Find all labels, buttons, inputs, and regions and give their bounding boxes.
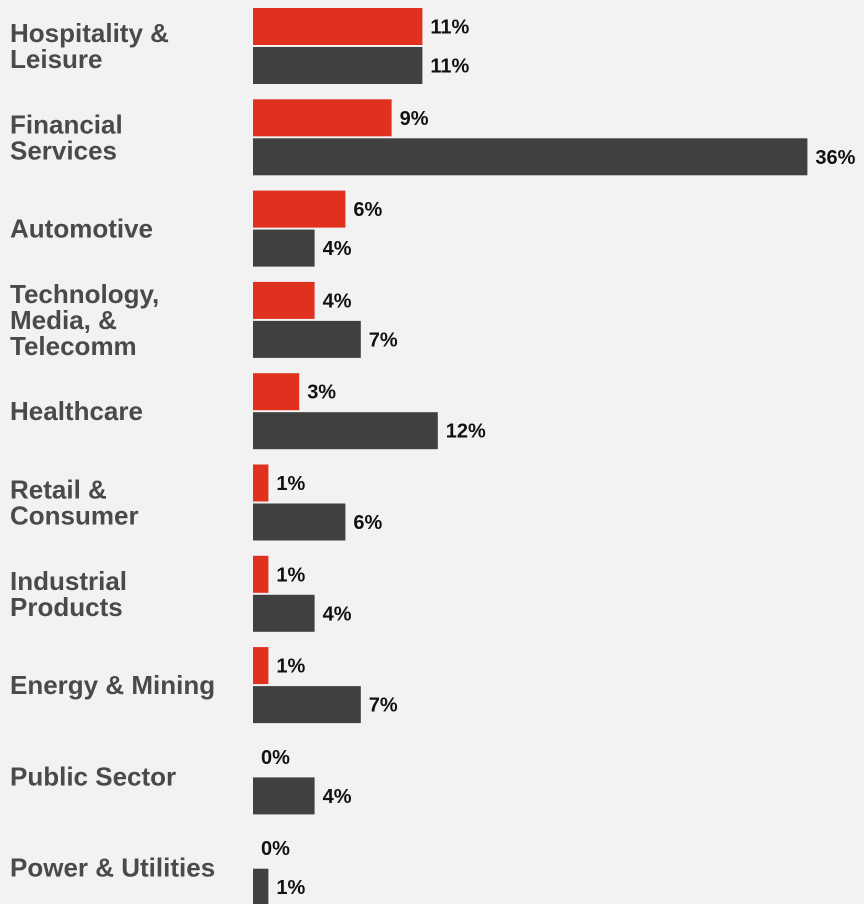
category-label-line: Power & Utilities [10,853,215,883]
category-label-line: Hospitality & [10,18,169,48]
category-group: Hospitality & Leisure 11% 11% [10,8,470,84]
data-label: 1% [276,656,305,678]
data-label: 11% [430,17,469,39]
bar [253,229,315,267]
category-label-line: Leisure [10,44,103,74]
bar [253,281,315,319]
data-label: 12% [446,421,486,443]
category-label: Public Sector [10,761,176,791]
category-label-line: Media, & [10,305,117,335]
bar [253,555,269,593]
data-label: 0% [261,838,290,860]
bar [253,8,423,45]
data-label: 7% [369,329,398,351]
category-label-line: Telecomm [10,331,137,361]
data-label: 3% [307,382,336,404]
bar [253,47,423,84]
data-label: 4% [323,290,352,312]
category-group: Power & Utilities 0% 1% [10,838,306,904]
category-group: Financial Services 9% 36% [10,99,856,176]
data-label: 6% [353,512,382,534]
category-label-line: Technology, [10,279,159,309]
data-label: 0% [261,747,290,769]
data-label: 36% [815,147,855,169]
bar [253,503,346,541]
category-label-line: Products [10,592,123,622]
data-label: 1% [276,564,305,586]
data-label: 4% [323,238,352,260]
data-label: 1% [276,473,305,495]
data-label: 4% [323,786,352,808]
category-label: Energy & Mining [10,670,215,700]
category-group: Public Sector 0% 4% [10,747,352,815]
category-group: Energy & Mining 1% 7% [10,647,398,724]
data-label: 11% [430,56,469,78]
data-label: 1% [276,877,305,899]
bar [253,594,315,632]
category-label-line: Retail & [10,475,107,505]
category-label: Industrial Products [10,566,127,622]
category-label: Automotive [10,214,153,244]
data-label: 4% [323,603,352,625]
bar [253,868,269,904]
category-label: Power & Utilities [10,853,215,883]
bar [253,138,808,176]
category-label-line: Public Sector [10,761,176,791]
bar [253,647,269,685]
bar [253,777,315,815]
category-label: Healthcare [10,396,143,426]
bar [253,190,346,228]
category-label-line: Healthcare [10,396,143,426]
bar [253,320,361,358]
category-label-line: Industrial [10,566,127,596]
category-label-line: Consumer [10,501,139,531]
category-label: Retail & Consumer [10,475,139,531]
category-group: Automotive 6%4% [10,190,383,267]
category-label-line: Financial [10,109,123,139]
category-label: Financial Services [10,109,123,165]
category-group: Retail & Consumer 1% 6% [10,464,383,541]
data-label: 6% [353,199,382,221]
category-group: Healthcare 3% 12% [10,373,486,450]
bar [253,464,269,502]
data-label: 9% [400,108,429,130]
bar [253,99,392,137]
bar [253,412,438,450]
category-label-line: Energy & Mining [10,670,215,700]
category-group: Technology, Media, & Telecomm 4% 7% [10,279,398,361]
bar [253,686,361,724]
category-label: Technology, Media, & Telecomm [10,279,159,361]
category-label-line: Automotive [10,214,153,244]
category-label-line: Services [10,135,117,165]
bar [253,373,300,411]
data-label: 7% [369,695,398,717]
category-group: Industrial Products 1% 4% [10,555,352,632]
category-label: Hospitality & Leisure [10,18,169,74]
